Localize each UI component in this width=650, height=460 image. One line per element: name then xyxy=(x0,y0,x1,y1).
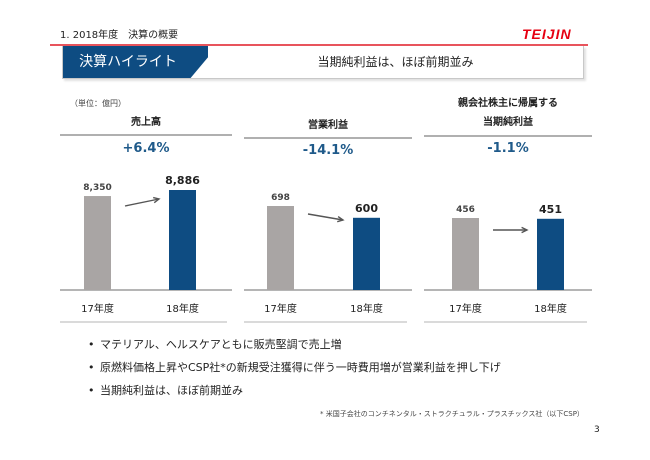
change-percent: -1.1% xyxy=(487,141,529,156)
bullet-marker: • xyxy=(88,338,95,351)
banner-label-box xyxy=(63,46,208,78)
footnote: * 米国子会社のコンチネンタル・ストラクチュラル・プラスチックス社（以下CSP） xyxy=(320,410,584,418)
category-label: 17年度 xyxy=(81,302,114,315)
panel-title-line-1: 親会社株主に帰属する xyxy=(458,98,558,109)
bullet-marker: • xyxy=(88,361,95,374)
bullet-text: マテリアル、ヘルスケアともに販売堅調で売上増 xyxy=(100,338,342,351)
bar-fy17 xyxy=(452,218,479,290)
arrow-shaft xyxy=(124,198,160,207)
panel-title: 売上高 xyxy=(131,117,161,128)
arrow-head xyxy=(521,226,529,234)
change-percent: -14.1% xyxy=(302,143,354,158)
bar-fy18 xyxy=(537,218,564,290)
value-label: 451 xyxy=(539,203,562,216)
value-label: 698 xyxy=(271,193,290,203)
bullet-text: 当期純利益は、ほぼ前期並み xyxy=(100,384,243,397)
arrow-shaft xyxy=(307,213,344,221)
banner-label: 決算ハイライト xyxy=(79,54,177,70)
teijin-logo: TEIJIN xyxy=(522,26,572,42)
panel-revenue: 売上高 +6.4% 8,350 17年度 8,886 18年度 xyxy=(60,0,232,460)
section-title: 1. 2018年度 決算の概要 xyxy=(60,30,179,41)
banner-message: 当期純利益は、ほぼ前期並み xyxy=(317,55,474,69)
arrow-head xyxy=(153,196,161,204)
trend-arrow-icon xyxy=(493,226,529,234)
value-label: 8,886 xyxy=(165,174,200,187)
title-divider xyxy=(60,134,232,136)
category-label: 17年度 xyxy=(264,302,297,315)
category-label: 18年度 xyxy=(350,302,383,315)
header-red-rule xyxy=(50,44,588,46)
bullet-item: • 原燃料価格上昇やCSP社*の新規受注獲得に伴う一時費用増が営業利益を押し下げ xyxy=(88,356,501,379)
trend-arrow-icon xyxy=(307,213,345,223)
title-divider xyxy=(424,135,592,137)
arrow-head xyxy=(337,215,345,223)
panel-operating-income: 営業利益 -14.1% 698 17年度 600 18年度 xyxy=(244,0,412,460)
panel-net-income: 親会社株主に帰属する 当期純利益 -1.1% 456 17年度 451 18年度 xyxy=(424,0,592,460)
panel-title-line-2: 当期純利益 xyxy=(483,117,533,128)
bar-fy17 xyxy=(84,196,111,290)
chart-operating-income: 698 17年度 600 18年度 xyxy=(244,193,412,323)
unit-label: （単位：億円） xyxy=(70,99,126,108)
bullet-item: • 当期純利益は、ほぼ前期並み xyxy=(88,379,501,402)
bar-fy18 xyxy=(169,190,196,290)
summary-bullets: • マテリアル、ヘルスケアともに販売堅調で売上増 • 原燃料価格上昇やCSP社*の新… xyxy=(88,333,501,402)
value-label: 600 xyxy=(355,202,378,215)
change-percent: +6.4% xyxy=(122,141,170,156)
value-label: 456 xyxy=(456,205,475,215)
bullet-text: 原燃料価格上昇やCSP社*の新規受注獲得に伴う一時費用増が営業利益を押し下げ xyxy=(100,361,501,374)
bar-fy17 xyxy=(267,206,294,290)
title-divider xyxy=(244,137,412,139)
chart-revenue: 8,350 17年度 8,886 18年度 xyxy=(60,174,232,323)
highlight-banner: 決算ハイライト 当期純利益は、ほぼ前期並み xyxy=(62,46,584,79)
chart-net-income: 456 17年度 451 18年度 xyxy=(424,203,592,323)
category-label: 18年度 xyxy=(166,302,199,315)
bar-fy18 xyxy=(353,217,380,290)
bullet-item: • マテリアル、ヘルスケアともに販売堅調で売上増 xyxy=(88,333,501,356)
bullet-marker: • xyxy=(88,384,95,397)
panel-title: 営業利益 xyxy=(308,120,348,131)
value-label: 8,350 xyxy=(83,183,111,193)
category-label: 17年度 xyxy=(449,302,482,315)
trend-arrow-icon xyxy=(124,196,161,207)
page-number: 3 xyxy=(594,425,600,435)
category-label: 18年度 xyxy=(534,302,567,315)
